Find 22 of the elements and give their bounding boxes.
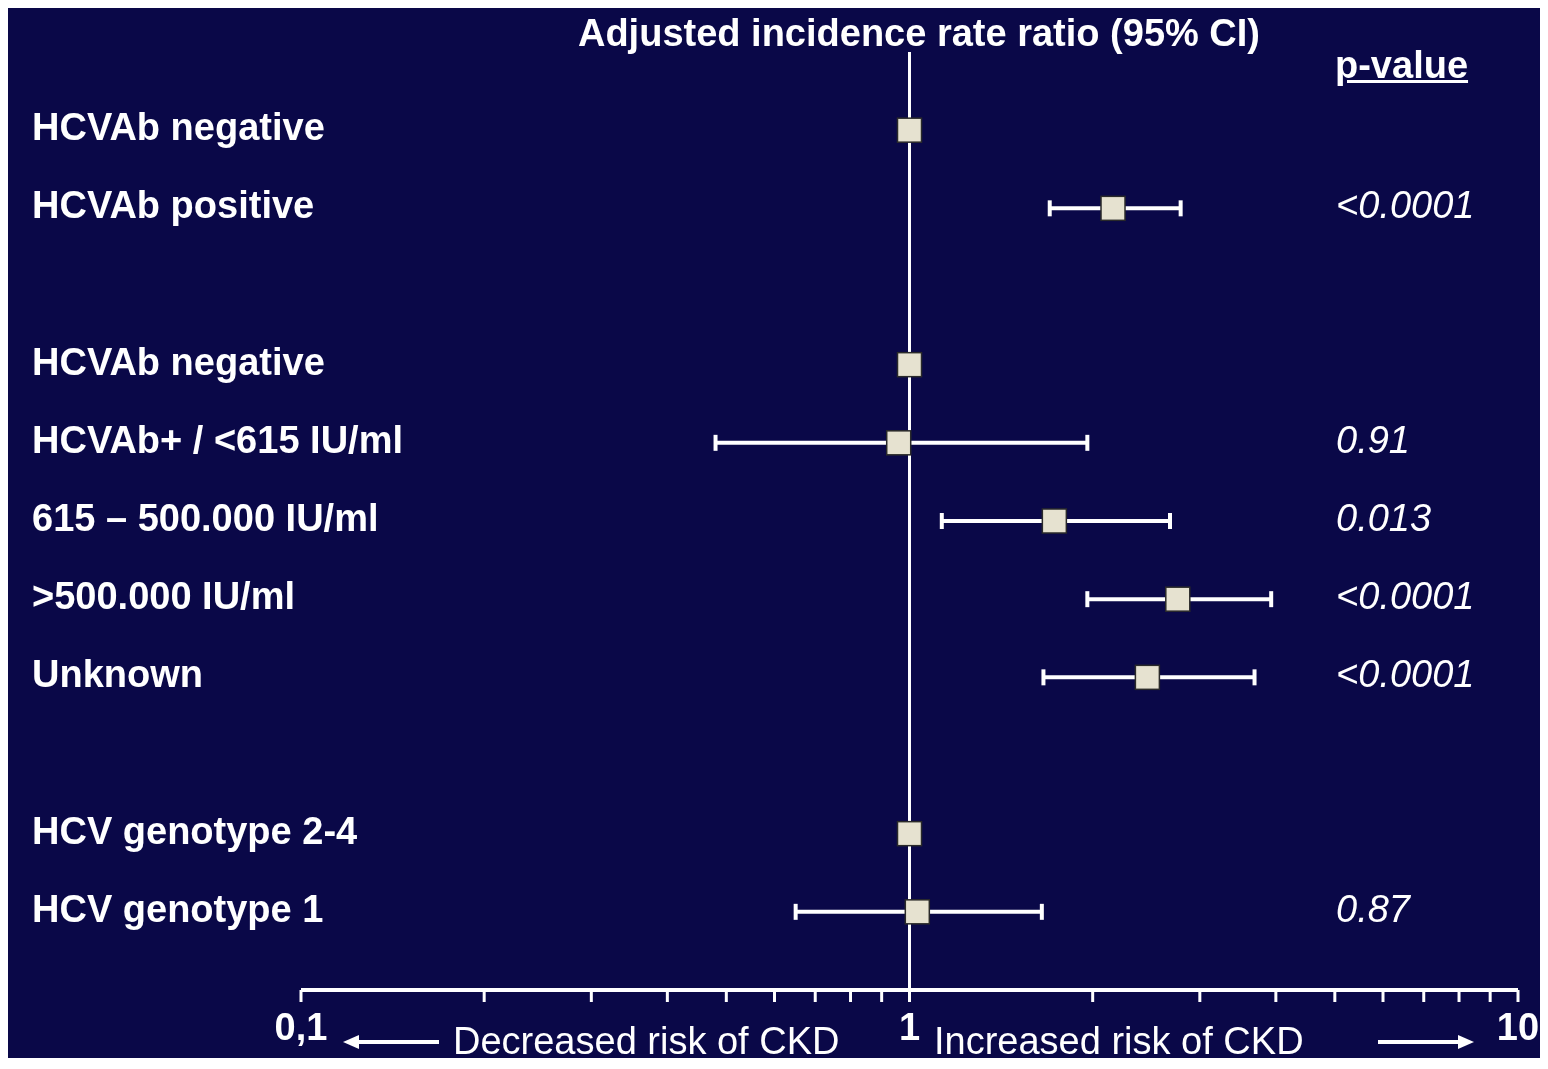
y-tick-label: HCVAb+ / <615 IU/ml (32, 418, 403, 461)
chart-title: Adjusted incidence rate ratio (95% CI) (577, 12, 1261, 54)
text: Decreased risk of CKD (453, 1020, 840, 1063)
y-tick-label: Unknown (32, 653, 203, 696)
x-tick-label: 10 (1496, 1006, 1540, 1048)
annotation: <0.0001 (1336, 653, 1475, 697)
y-tick-label: 615 – 500.000 IU/ml (32, 497, 379, 540)
y-tick-label: HCVAb negative (32, 340, 325, 383)
annotation: <0.0001 (1336, 575, 1475, 619)
y-tick-label: HCV genotype 2-4 (32, 809, 358, 852)
y-tick-label: HCV genotype 1 (32, 887, 324, 930)
y-tick-label: >500.000 IU/ml (32, 575, 296, 618)
annotation: 0.91 (1336, 418, 1410, 462)
annotation: 0.87 (1336, 887, 1410, 931)
y-tick-label: HCVAb negative (32, 106, 325, 149)
annotation: p-value (1335, 44, 1469, 87)
annotation: <0.0001 (1336, 184, 1475, 228)
x-tick-label: 0,1 (274, 1006, 328, 1048)
annotation: 0.013 (1336, 497, 1432, 540)
y-tick-label: HCVAb positive (32, 184, 315, 227)
x-tick-label: 1 (898, 1006, 921, 1048)
text: Increased risk of CKD (934, 1020, 1304, 1063)
